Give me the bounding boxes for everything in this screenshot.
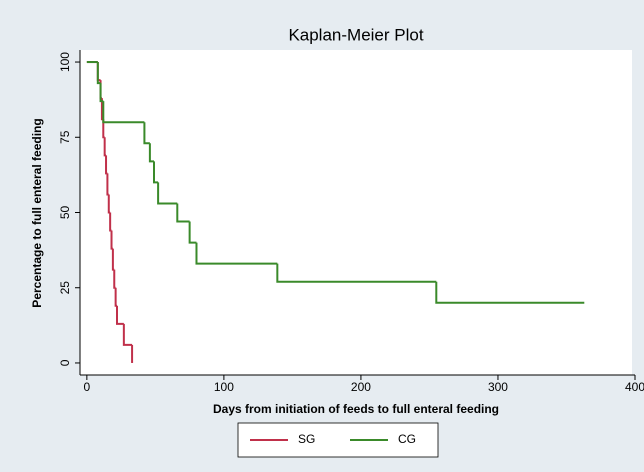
x-tick-label: 0 (84, 380, 91, 394)
km-step (114, 287, 117, 307)
y-tick-label: 75 (58, 130, 72, 144)
km-step (195, 242, 278, 265)
km-step (176, 203, 190, 223)
y-axis-label: Percentage to full enteral feeding (30, 118, 44, 307)
km-step (122, 323, 133, 346)
km-step (143, 122, 150, 145)
km-step (276, 263, 437, 283)
x-axis-label: Days from initiation of feeds to full en… (213, 402, 499, 416)
km-step (106, 173, 109, 196)
chart-title: Kaplan-Meier Plot (288, 25, 423, 44)
x-tick-label: 300 (488, 380, 508, 394)
km-step (188, 221, 197, 244)
legend-label: CG (398, 432, 416, 446)
km-step (157, 182, 178, 205)
x-tick-label: 100 (214, 380, 234, 394)
km-step (102, 101, 145, 124)
y-tick-label: 50 (58, 206, 72, 220)
km-step (148, 143, 154, 163)
x-tick-label: 400 (625, 380, 644, 394)
km-step (113, 269, 116, 289)
plot-area (80, 50, 632, 375)
km-step (103, 137, 107, 157)
y-tick-label: 0 (58, 359, 72, 366)
x-tick-label: 200 (351, 380, 371, 394)
legend-label: SG (298, 432, 315, 446)
km-step (99, 83, 104, 103)
y-tick-label: 25 (58, 281, 72, 295)
km-step (435, 281, 585, 304)
km-step (153, 161, 159, 184)
y-tick-label: 100 (58, 52, 72, 72)
km-step (116, 305, 124, 325)
km-step (110, 230, 113, 250)
